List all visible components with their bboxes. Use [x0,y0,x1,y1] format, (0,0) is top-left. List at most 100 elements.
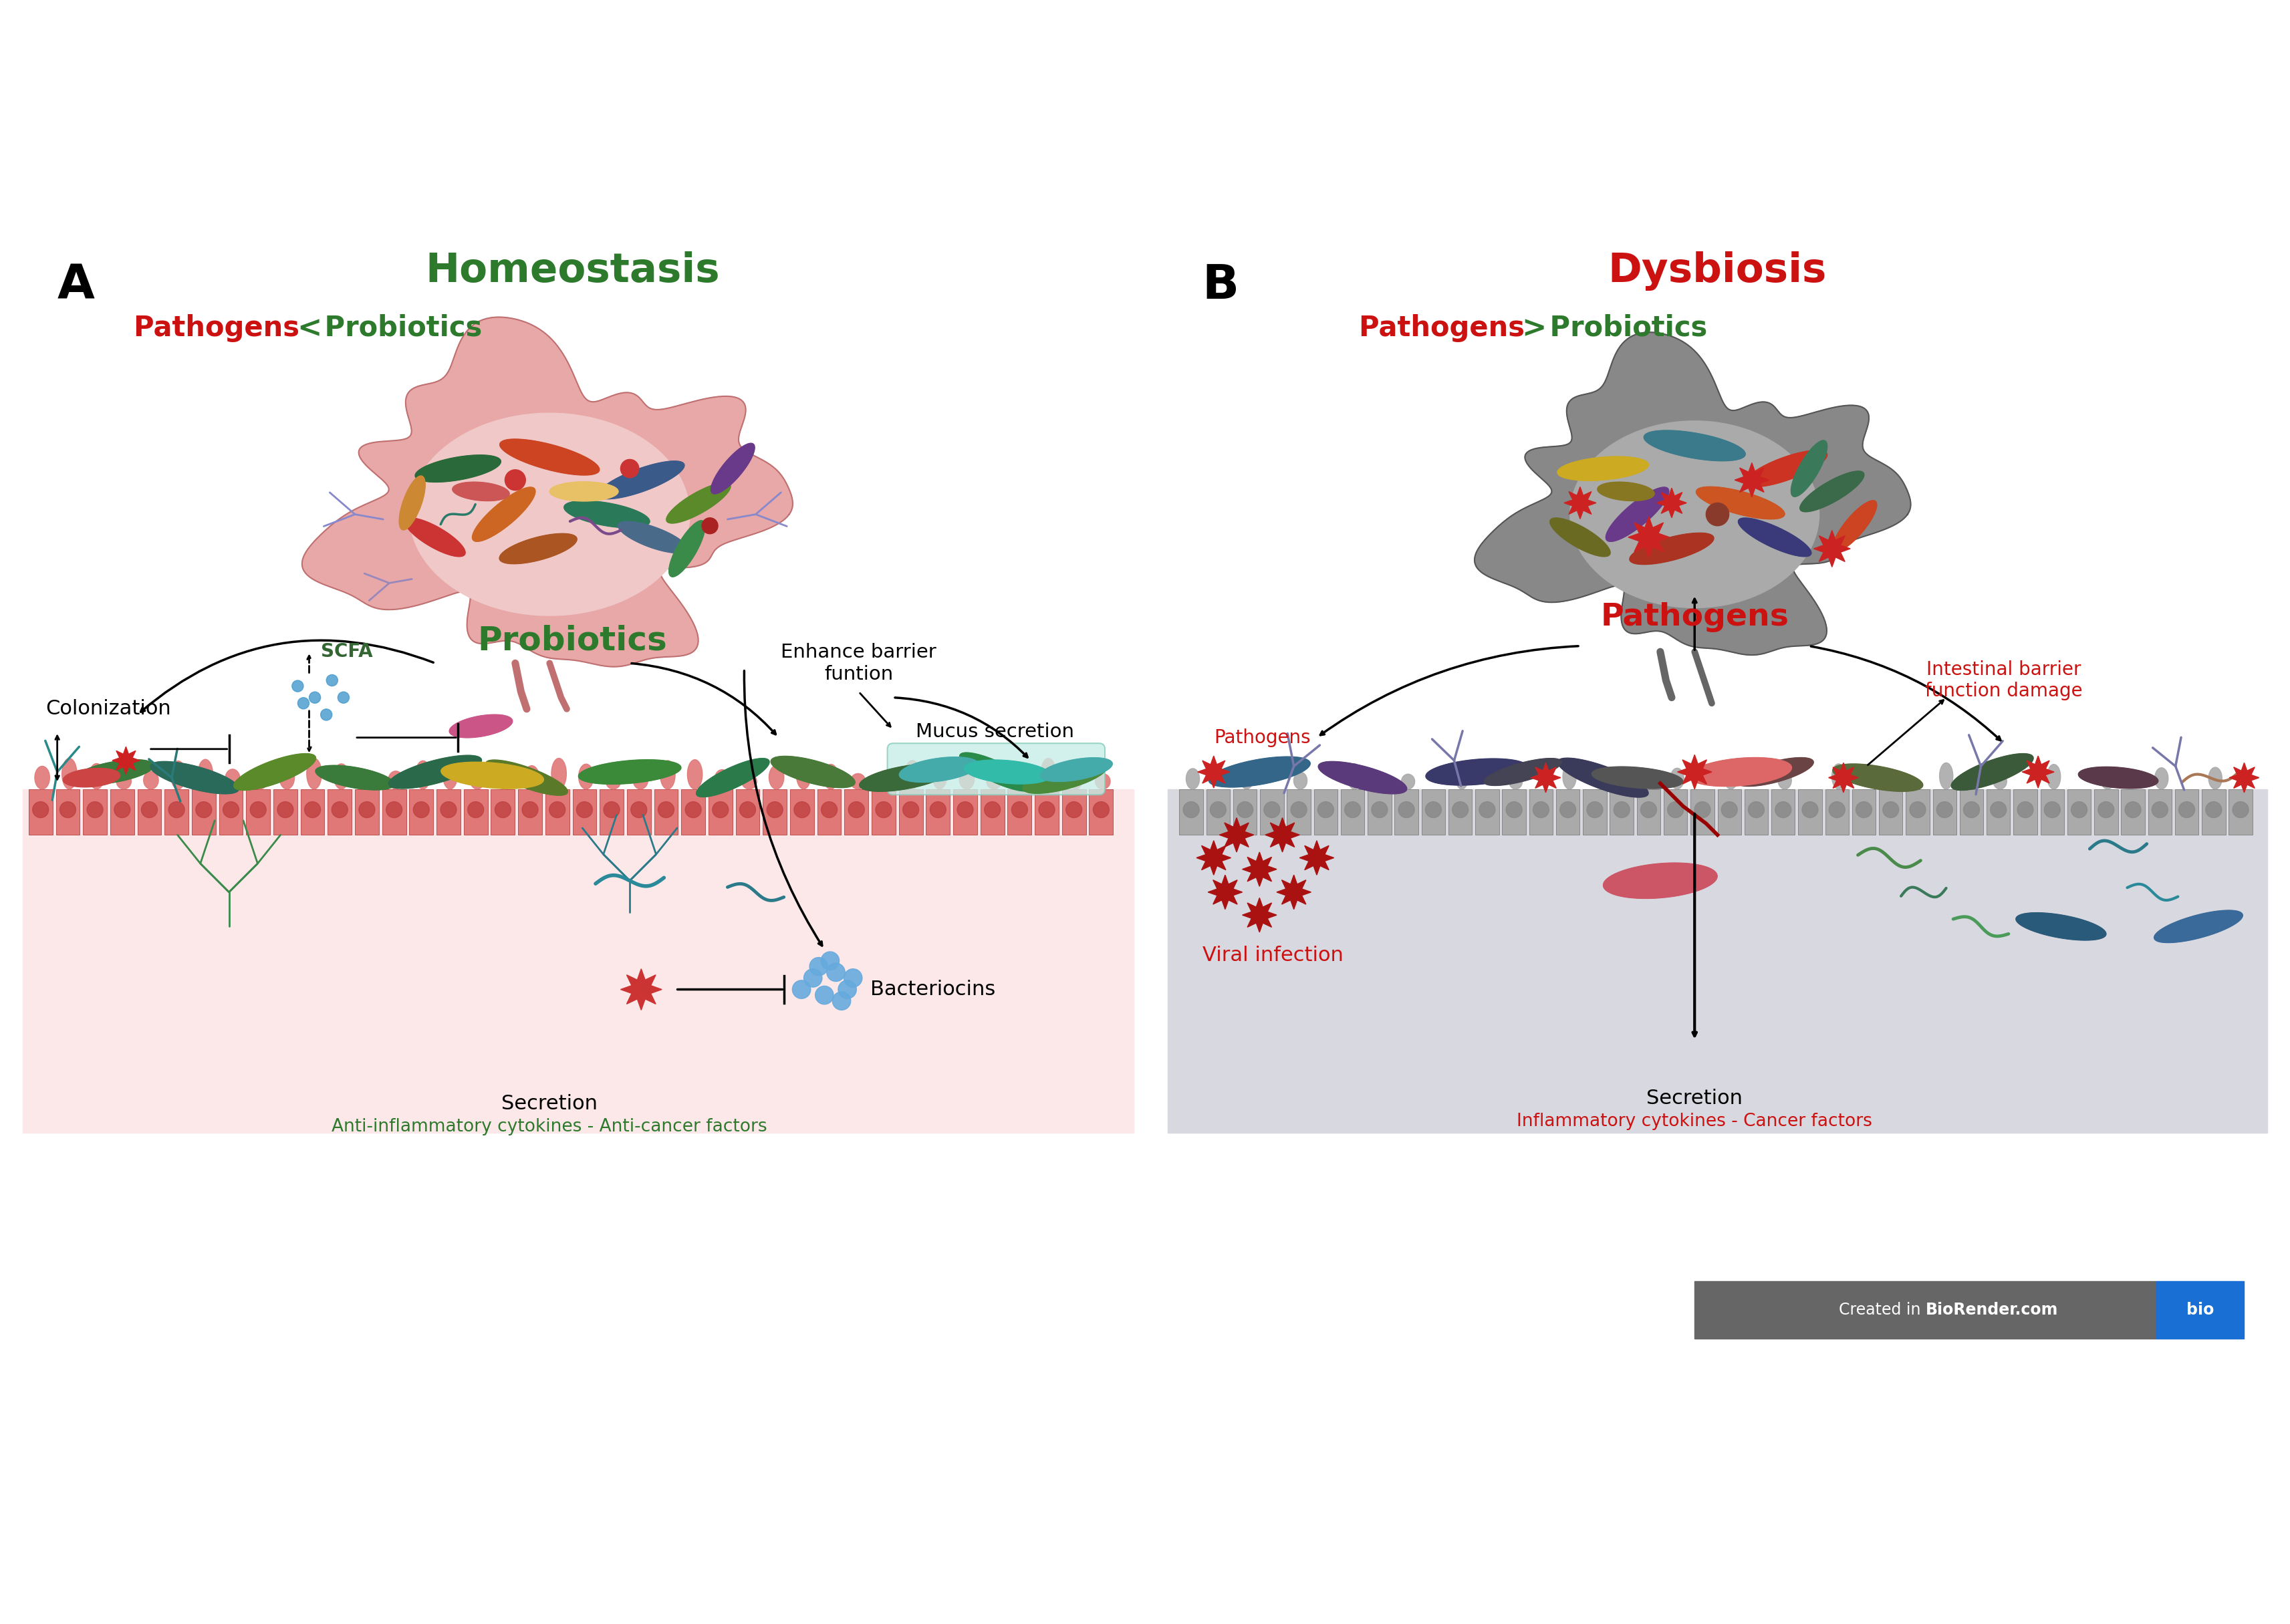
Polygon shape [1475,333,1910,654]
Polygon shape [1736,757,1814,786]
Circle shape [1317,802,1333,818]
Ellipse shape [1509,773,1523,789]
Circle shape [767,802,783,818]
Ellipse shape [1617,771,1630,789]
Circle shape [811,958,827,976]
Circle shape [822,802,838,818]
Circle shape [360,802,376,818]
Polygon shape [859,763,950,791]
Circle shape [142,802,158,818]
Circle shape [712,802,728,818]
Ellipse shape [660,760,676,789]
Polygon shape [1676,755,1711,789]
Circle shape [1910,802,1926,818]
Polygon shape [1557,758,1649,797]
Bar [2228,789,2253,835]
Ellipse shape [362,773,376,789]
Text: Inflammatory cytokines - Cancer factors: Inflammatory cytokines - Cancer factors [1516,1112,1873,1130]
Bar [1260,789,1285,835]
Polygon shape [472,487,536,541]
Polygon shape [1656,489,1685,518]
Circle shape [293,680,302,692]
Polygon shape [1738,518,1811,557]
Text: SCFA: SCFA [321,643,373,661]
Bar [2093,789,2118,835]
Ellipse shape [414,760,431,789]
Circle shape [32,802,48,818]
Bar [1582,789,1608,835]
Circle shape [325,674,339,685]
Bar [1447,789,1472,835]
Bar [27,789,53,835]
Ellipse shape [389,771,403,789]
Ellipse shape [632,771,648,789]
Bar [2013,789,2038,835]
Polygon shape [1427,758,1527,786]
Ellipse shape [144,771,158,789]
Circle shape [1479,802,1495,818]
Bar [708,789,733,835]
Circle shape [440,802,456,818]
Bar [245,789,270,835]
Bar [220,789,243,835]
FancyBboxPatch shape [886,744,1104,794]
Bar [192,789,215,835]
Circle shape [621,460,639,477]
Bar [273,789,298,835]
Bar [790,789,813,835]
Bar [763,789,788,835]
Circle shape [605,802,621,818]
Bar [82,789,108,835]
Circle shape [339,692,348,703]
Polygon shape [1530,763,1562,793]
Bar [925,789,950,835]
Circle shape [1747,802,1763,818]
Ellipse shape [524,765,538,789]
Circle shape [827,963,845,981]
Circle shape [792,981,811,999]
Bar [1960,789,1983,835]
Circle shape [834,992,852,1010]
Circle shape [504,469,524,490]
Ellipse shape [1454,763,1468,789]
Circle shape [1640,802,1656,818]
Polygon shape [1195,841,1232,875]
Circle shape [387,802,403,818]
Circle shape [804,970,822,987]
Circle shape [309,692,321,703]
Text: A: A [57,263,94,309]
Polygon shape [1209,757,1310,788]
Circle shape [1614,802,1630,818]
Ellipse shape [1777,771,1791,789]
Polygon shape [1319,762,1406,794]
Circle shape [1184,802,1200,818]
Ellipse shape [905,760,921,789]
Circle shape [930,802,946,818]
Polygon shape [449,715,513,737]
Polygon shape [1598,482,1653,500]
Bar [1367,789,1392,835]
Polygon shape [1814,531,1850,567]
Circle shape [1372,802,1388,818]
Polygon shape [389,755,481,789]
Ellipse shape [197,760,213,789]
Polygon shape [414,455,502,482]
Bar [1933,789,1956,835]
Ellipse shape [172,762,185,789]
Bar [1008,789,1030,835]
Text: Probiotics: Probiotics [1539,313,1708,343]
Polygon shape [669,521,705,577]
Ellipse shape [742,775,756,789]
Bar [518,789,543,835]
Bar [2203,789,2226,835]
Circle shape [495,802,511,818]
Circle shape [1706,503,1729,526]
Circle shape [2017,802,2034,818]
Circle shape [1532,802,1548,818]
Circle shape [2070,802,2086,818]
Polygon shape [1241,853,1278,887]
Polygon shape [1630,533,1713,565]
Bar [1502,789,1525,835]
Circle shape [1264,802,1280,818]
Ellipse shape [279,767,295,789]
